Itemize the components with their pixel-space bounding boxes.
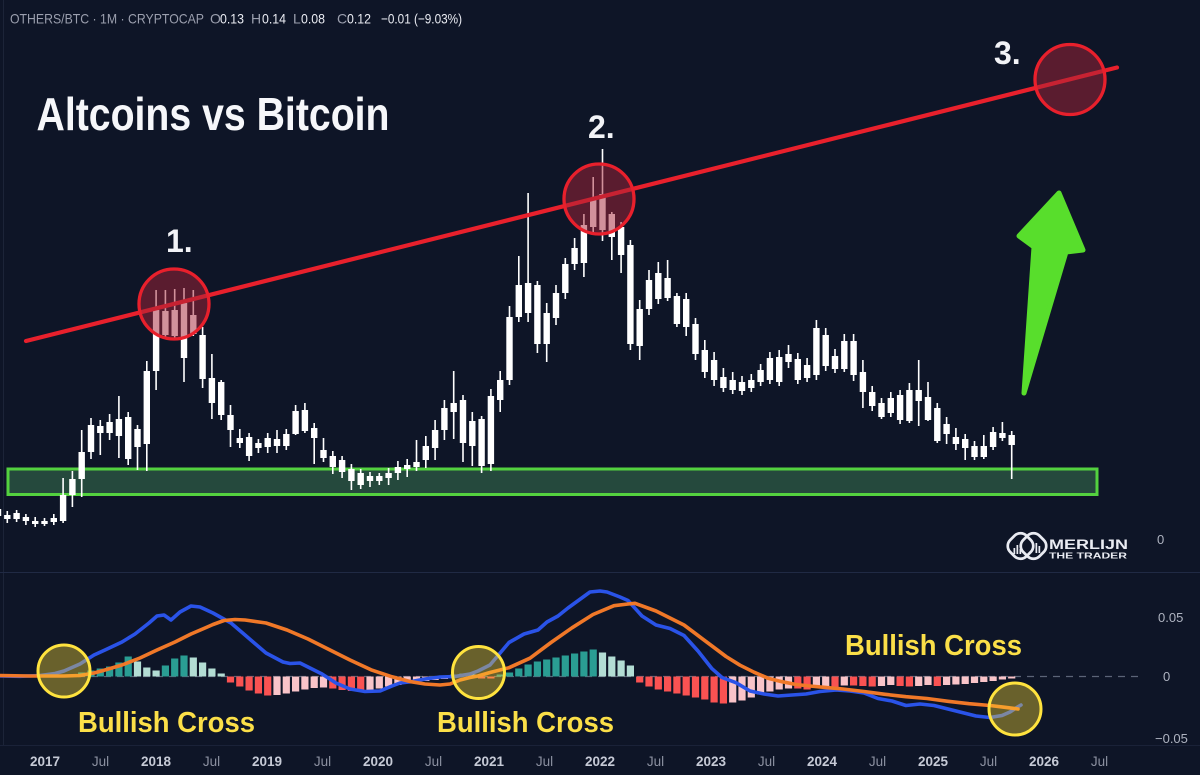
svg-text:2.: 2. — [588, 109, 615, 145]
svg-text:Jul: Jul — [869, 754, 886, 769]
svg-text:C: C — [337, 11, 347, 27]
svg-text:Jul: Jul — [203, 754, 220, 769]
svg-text:2021: 2021 — [474, 754, 505, 769]
svg-text:Jul: Jul — [92, 754, 109, 769]
svg-text:3.: 3. — [994, 35, 1021, 71]
svg-text:Jul: Jul — [1091, 754, 1108, 769]
svg-text:2026: 2026 — [1029, 754, 1060, 769]
svg-text:0.13: 0.13 — [220, 11, 244, 27]
svg-text:2017: 2017 — [30, 754, 60, 769]
svg-text:Altcoins vs Bitcoin: Altcoins vs Bitcoin — [37, 88, 390, 140]
svg-text:2019: 2019 — [252, 754, 282, 769]
svg-text:Jul: Jul — [980, 754, 997, 769]
svg-text:0.12: 0.12 — [347, 11, 371, 27]
svg-text:0.08: 0.08 — [301, 11, 325, 27]
svg-text:Jul: Jul — [536, 754, 553, 769]
svg-text:Jul: Jul — [425, 754, 442, 769]
svg-text:Jul: Jul — [314, 754, 331, 769]
svg-text:2022: 2022 — [585, 754, 615, 769]
svg-text:MERLIJN: MERLIJN — [1049, 537, 1128, 552]
svg-text:Jul: Jul — [758, 754, 775, 769]
svg-text:0.14: 0.14 — [262, 11, 286, 27]
svg-text:0: 0 — [1163, 669, 1170, 684]
svg-text:L: L — [293, 11, 301, 27]
svg-text:Bullish Cross: Bullish Cross — [78, 707, 255, 739]
svg-text:Bullish Cross: Bullish Cross — [845, 630, 1022, 662]
svg-text:−0.05: −0.05 — [1155, 731, 1188, 746]
svg-text:0: 0 — [1157, 532, 1164, 547]
svg-text:2023: 2023 — [696, 754, 727, 769]
svg-text:2025: 2025 — [918, 754, 949, 769]
svg-text:THE TRADER: THE TRADER — [1049, 551, 1127, 561]
svg-text:O: O — [210, 11, 221, 27]
svg-text:Bullish Cross: Bullish Cross — [437, 707, 614, 739]
svg-text:−0.01 (−9.03%): −0.01 (−9.03%) — [381, 11, 462, 27]
svg-text:Jul: Jul — [647, 754, 664, 769]
svg-text:0.05: 0.05 — [1158, 610, 1183, 625]
svg-text:H: H — [251, 11, 261, 27]
svg-text:OTHERS/BTC · 1M · CRYPTOCAP: OTHERS/BTC · 1M · CRYPTOCAP — [10, 11, 204, 27]
svg-text:2024: 2024 — [807, 754, 838, 769]
svg-text:2020: 2020 — [363, 754, 393, 769]
svg-text:2018: 2018 — [141, 754, 172, 769]
svg-text:1.: 1. — [166, 223, 193, 259]
